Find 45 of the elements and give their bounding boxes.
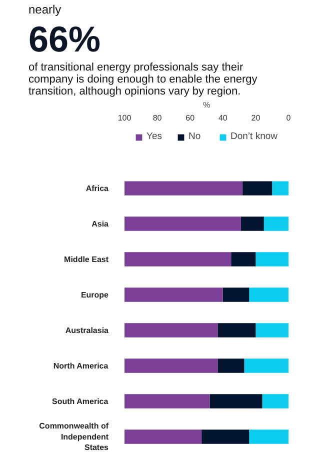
bar: [240, 216, 264, 231]
y-tick-label: South America: [52, 396, 109, 406]
y-tick-label: Europe: [80, 290, 110, 300]
bar: [264, 216, 288, 231]
bar: [124, 323, 218, 338]
bar: [244, 358, 288, 373]
bar: [124, 252, 232, 266]
bar: [231, 252, 256, 266]
y-tick-label: Australasia: [65, 326, 110, 335]
bar: [210, 394, 262, 408]
bar: [202, 430, 250, 444]
x-tick-label: 40: [218, 114, 228, 122]
x-tick-label: 0: [286, 114, 292, 122]
bar: [262, 394, 288, 408]
bar: [124, 430, 202, 444]
x-tick-label: 80: [152, 114, 162, 122]
bar: [218, 358, 244, 373]
bar: [256, 323, 288, 338]
y-tick-label: Commonwealth of Independent States: [39, 421, 110, 452]
bar: [218, 323, 256, 338]
bar: [249, 288, 288, 302]
text: nearly: [28, 2, 62, 16]
y-tick-label: Africa: [86, 184, 110, 193]
bar: [242, 181, 272, 196]
y-tick-label: Middle East: [64, 254, 109, 264]
bar: [256, 252, 288, 266]
x-axis-title: %: [202, 100, 210, 110]
x-tick-label: 20: [251, 114, 261, 122]
y-tick-label: Asia: [92, 219, 110, 228]
bar: [249, 430, 288, 444]
bar: [124, 288, 223, 302]
bar: [272, 181, 288, 196]
bar: [124, 181, 243, 196]
legend-label: No: [188, 131, 202, 142]
bar: [124, 394, 210, 408]
chart-title: 66%: [28, 18, 101, 60]
bar: [124, 216, 241, 231]
x-tick-label: 60: [186, 114, 196, 122]
x-tick-label: 100: [118, 114, 132, 122]
legend-label: Don’t know: [230, 131, 278, 142]
chart-subtitle: of transitional energy professionals say their company is doing enough to enable the energy transition, although opinions vary by region.: [28, 62, 258, 98]
legend-label: Yes: [146, 131, 163, 142]
bar: [124, 358, 218, 373]
bar: [222, 288, 250, 302]
y-tick-label: North America: [53, 361, 109, 370]
